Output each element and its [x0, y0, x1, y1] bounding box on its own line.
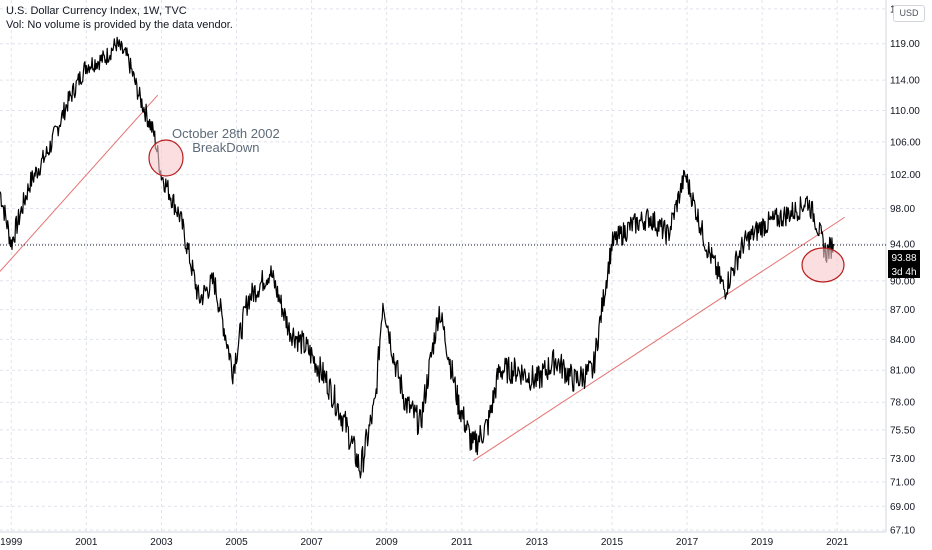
time-tick-label: 2001 [75, 537, 98, 548]
price-tick-label: 90.00 [890, 276, 915, 287]
price-tick-label: 98.00 [890, 204, 915, 215]
time-tick-label: 2007 [300, 537, 323, 548]
chart-grid [0, 0, 886, 532]
time-tick-label: 2005 [225, 537, 248, 548]
price-tick-label: 110.00 [890, 106, 920, 117]
currency-unit-button[interactable]: USD [893, 5, 925, 22]
time-tick-label: 2019 [751, 537, 774, 548]
price-tick-label: 106.00 [890, 137, 921, 148]
last-price-text: 93.88 [891, 253, 916, 264]
price-tick-label: 102.00 [890, 170, 921, 181]
price-tick-label: 73.00 [890, 454, 915, 465]
price-tick-label: 94.00 [890, 239, 915, 250]
price-tick-label: 84.00 [890, 335, 915, 346]
price-tick-label: 67.10 [890, 526, 915, 537]
last-price-label: 93.88 3d 4h [888, 250, 920, 278]
time-tick-label: 2013 [526, 537, 549, 548]
time-tick-label: 2015 [601, 537, 624, 548]
price-tick-label: 75.50 [890, 425, 915, 436]
time-tick-label: 2017 [676, 537, 699, 548]
chart-header: U.S. Dollar Currency Index, 1W, TVC Vol:… [6, 4, 233, 32]
trend-line [0, 94, 159, 272]
breakdown-annotation: October 28th 2002 BreakDown [172, 127, 280, 155]
time-tick-label: 2011 [451, 537, 473, 548]
price-tick-label: 87.00 [890, 305, 915, 316]
price-tick-label: 119.00 [890, 39, 920, 50]
price-tick-label: 71.00 [890, 478, 915, 489]
price-tick-label: 78.00 [890, 398, 915, 409]
time-axis-ticks: 1999 2001 2003 2005 2007 2009 2011 2013 2015 2017… [0, 537, 849, 548]
symbol-title: U.S. Dollar Currency Index, 1W, TVC [6, 5, 187, 17]
breakdown-circle [148, 139, 184, 177]
trend-line [472, 216, 845, 462]
annotation-line-2: BreakDown [192, 140, 260, 155]
time-tick-label: 2021 [826, 537, 849, 548]
price-series-line [0, 36, 834, 479]
retest-circle [801, 247, 845, 283]
volume-note: Vol: No volume is provided by the data v… [6, 19, 233, 31]
price-tick-label: 81.00 [890, 366, 915, 377]
countdown-text: 3d 4h [891, 267, 916, 278]
time-tick-label: 1999 [0, 537, 23, 548]
time-tick-label: 2003 [150, 537, 173, 548]
time-tick-label: 2009 [376, 537, 399, 548]
annotation-line-1: October 28th 2002 [172, 126, 280, 141]
price-tick-label: 114.00 [890, 76, 920, 87]
price-tick-label: 69.00 [890, 502, 915, 513]
trend-lines [0, 94, 845, 462]
